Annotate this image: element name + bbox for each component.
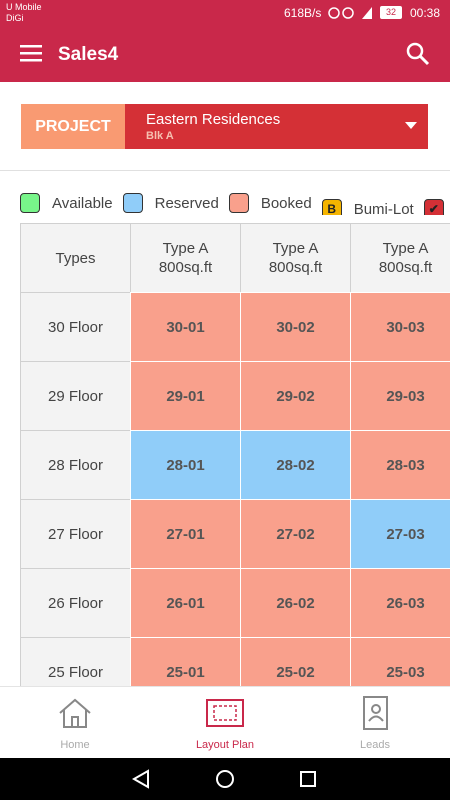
project-name: Eastern Residences — [146, 111, 281, 128]
header-cell: Types — [20, 223, 131, 293]
unit-cell[interactable]: 28-02 — [240, 430, 351, 500]
unit-cell[interactable]: 27-02 — [240, 499, 351, 569]
leads-icon — [363, 696, 388, 730]
unit-cell[interactable]: 29-02 — [240, 361, 351, 431]
legend-item: Reserved — [122, 193, 219, 213]
carrier: U Mobile DiGi — [6, 2, 42, 24]
project-dropdown[interactable]: Eastern Residences Blk A — [125, 104, 428, 149]
nav-label[interactable]: Leads — [360, 739, 390, 751]
unit-cell[interactable]: 26-02 — [240, 568, 351, 638]
column-header: Type A 800sq.ft — [350, 223, 450, 293]
column-size: 800sq.ft — [268, 259, 323, 276]
unit-cell[interactable]: 29-01 — [130, 361, 241, 431]
system-nav — [0, 758, 450, 800]
carrier-2: DiGi — [6, 13, 24, 23]
nav-label[interactable]: Home — [60, 739, 90, 751]
unit-cell[interactable]: 25-02 — [240, 637, 351, 686]
unit-cell[interactable]: 26-01 — [130, 568, 241, 638]
home-icon — [59, 698, 91, 728]
legend-swatch: ✔ — [423, 199, 444, 215]
legend-swatch — [20, 193, 40, 213]
app-header: U Mobile DiGi 618B/s 32 00:38 Sales4 — [0, 0, 450, 82]
divider — [0, 170, 450, 171]
unit-cell[interactable]: 30-02 — [240, 292, 351, 362]
floor-label: 27 Floor — [20, 499, 131, 569]
unit-cell[interactable]: 25-03 — [350, 637, 450, 686]
menu-button[interactable] — [20, 44, 44, 62]
project-label: PROJECT — [21, 104, 125, 149]
unit-cell[interactable]: 27-01 — [130, 499, 241, 569]
floor-label: 29 Floor — [20, 361, 131, 431]
unit-table: Types Type A 800sq.ft Type A 800sq.ft Type A 8… — [20, 223, 450, 686]
unit-cell[interactable]: 30-01 — [130, 292, 241, 362]
unit-cell[interactable]: 25-01 — [130, 637, 241, 686]
column-header: Type A 800sq.ft — [240, 223, 351, 293]
search-button[interactable] — [406, 42, 430, 66]
legend: Available Reserved Booked B Bumi-Lot ✔S — [20, 193, 450, 215]
floor-label: 25 Floor — [20, 637, 131, 686]
legend-label: Booked — [260, 194, 312, 212]
unit-cell[interactable]: 30-03 — [350, 292, 450, 362]
legend-item: ✔S — [423, 199, 450, 215]
system-buttons — [131, 769, 316, 789]
unit-cell[interactable]: 28-03 — [350, 430, 450, 500]
column-type: Type A — [382, 240, 429, 257]
legend-label: Bumi-Lot — [353, 200, 414, 216]
floor-label: 30 Floor — [20, 292, 131, 362]
legend-item: Booked — [228, 193, 312, 213]
legend-swatch — [122, 193, 143, 213]
legend-label: Available — [52, 194, 113, 212]
net-speed: 618B/s — [284, 6, 322, 20]
layout-icon — [206, 699, 244, 727]
column-size: 800sq.ft — [158, 259, 213, 276]
status-icons — [328, 7, 372, 19]
legend-item: Available — [20, 193, 113, 213]
unit-cell[interactable]: 28-01 — [130, 430, 241, 500]
unit-cell[interactable]: 26-03 — [350, 568, 450, 638]
project-block: Blk A — [146, 130, 174, 142]
legend-swatch: B — [321, 199, 342, 215]
column-size: 800sq.ft — [378, 259, 433, 276]
column-type: Type A — [162, 240, 209, 257]
bottom-nav: Home Layout Plan Leads — [0, 686, 450, 758]
floor-label: 28 Floor — [20, 430, 131, 500]
unit-cell[interactable]: 29-03 — [350, 361, 450, 431]
column-header: Type A 800sq.ft — [130, 223, 241, 293]
legend-label: Reserved — [154, 194, 219, 212]
carrier-1: U Mobile — [6, 2, 42, 12]
column-type: Type A — [272, 240, 319, 257]
nav-label[interactable]: Layout Plan — [195, 739, 255, 751]
dropdown-arrow — [405, 122, 417, 129]
legend-item: B Bumi-Lot — [321, 199, 414, 216]
unit-cell[interactable]: 27-03 — [350, 499, 450, 569]
app-title: Sales4 — [58, 44, 119, 65]
clock: 00:38 — [410, 6, 441, 20]
battery: 32 — [380, 6, 402, 19]
legend-swatch — [228, 193, 249, 213]
floor-label: 26 Floor — [20, 568, 131, 638]
